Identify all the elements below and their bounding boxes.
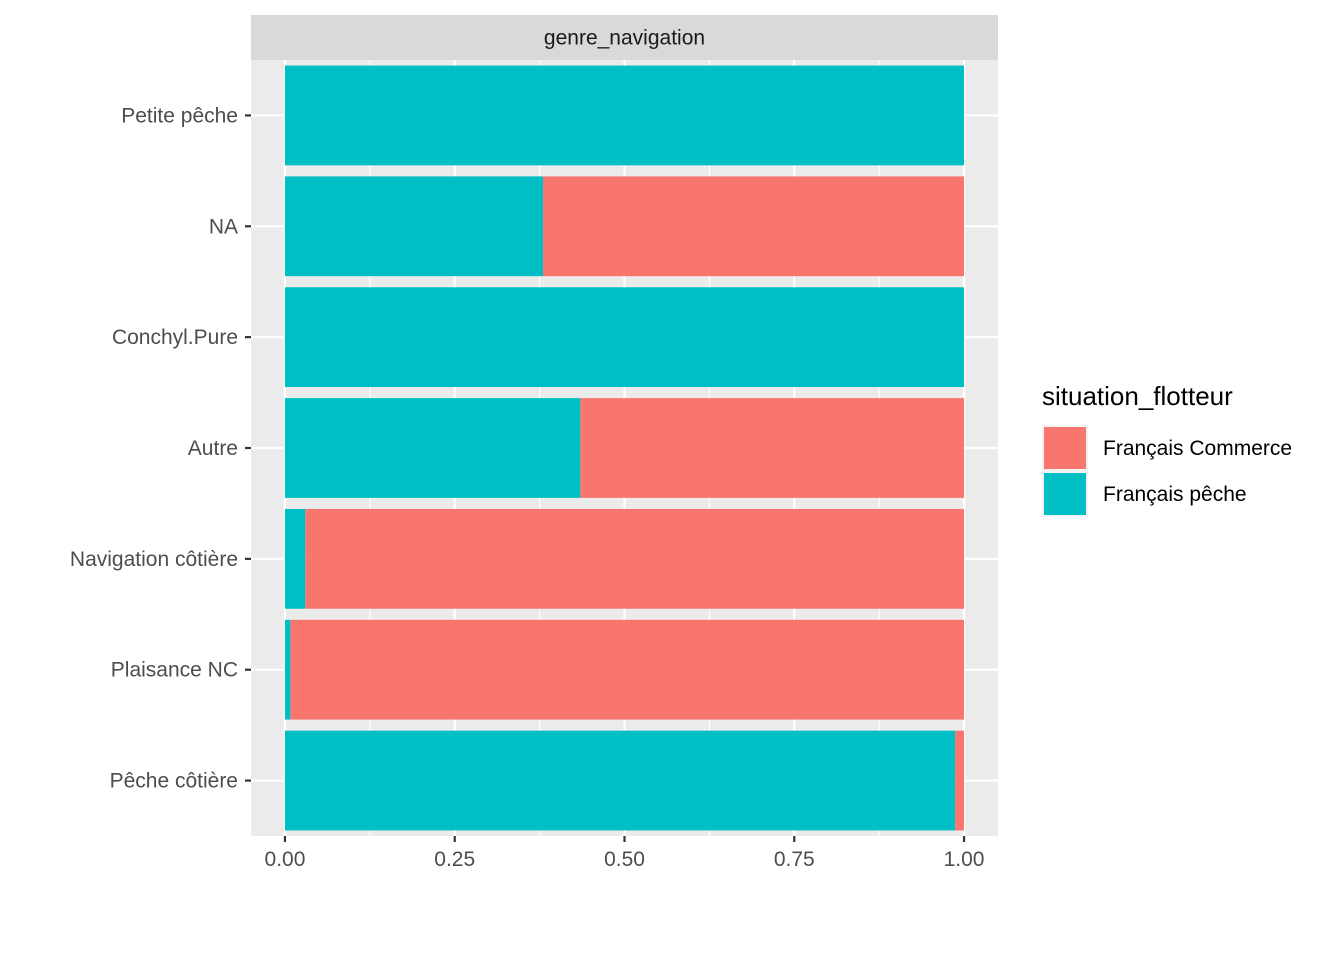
y-tick-label: Autre	[188, 437, 238, 460]
y-tick-label: Conchyl.Pure	[112, 326, 238, 349]
y-tick-label: Navigation côtière	[70, 548, 238, 571]
legend-key	[1044, 427, 1086, 469]
legend-title: situation_flotteur	[1042, 381, 1233, 411]
legend-label: Français Commerce	[1103, 437, 1292, 460]
bar-segment	[305, 508, 965, 609]
bar-segment	[284, 176, 544, 277]
x-tick-label: 1.00	[944, 848, 985, 871]
x-axis: 0.00 0.25 0.50 0.75 1.00	[265, 836, 985, 871]
x-tick-label: 0.50	[604, 848, 645, 871]
bar-segment	[543, 176, 965, 277]
legend-label: Français pêche	[1103, 483, 1247, 506]
x-tick-label: 0.25	[434, 848, 475, 871]
y-axis: Petite pêche NA Conchyl.Pure Autre Navigatio…	[70, 104, 251, 793]
bar-segment	[284, 287, 965, 388]
y-tick-label: Plaisance NC	[111, 659, 238, 682]
x-tick-label: 0.75	[774, 848, 815, 871]
bar-segment	[284, 398, 581, 498]
bar-segment	[284, 508, 306, 609]
facet-strip-label: genre_navigation	[544, 27, 705, 50]
bar-segment	[284, 619, 291, 720]
x-tick-label: 0.00	[265, 848, 306, 871]
y-tick-label: Pêche côtière	[110, 770, 238, 793]
legend-key	[1044, 473, 1086, 515]
bar-segment	[284, 65, 965, 166]
y-tick-label: Petite pêche	[121, 104, 238, 127]
bar-segment	[580, 398, 965, 498]
bar-segment	[290, 619, 965, 720]
bar-segment	[284, 730, 956, 831]
legend: situation_flotteur Français Commerce Fran…	[1042, 381, 1292, 517]
y-tick-label: NA	[209, 215, 238, 238]
bar-segment	[955, 730, 965, 831]
bars	[284, 65, 965, 831]
facet-strip	[251, 15, 998, 60]
